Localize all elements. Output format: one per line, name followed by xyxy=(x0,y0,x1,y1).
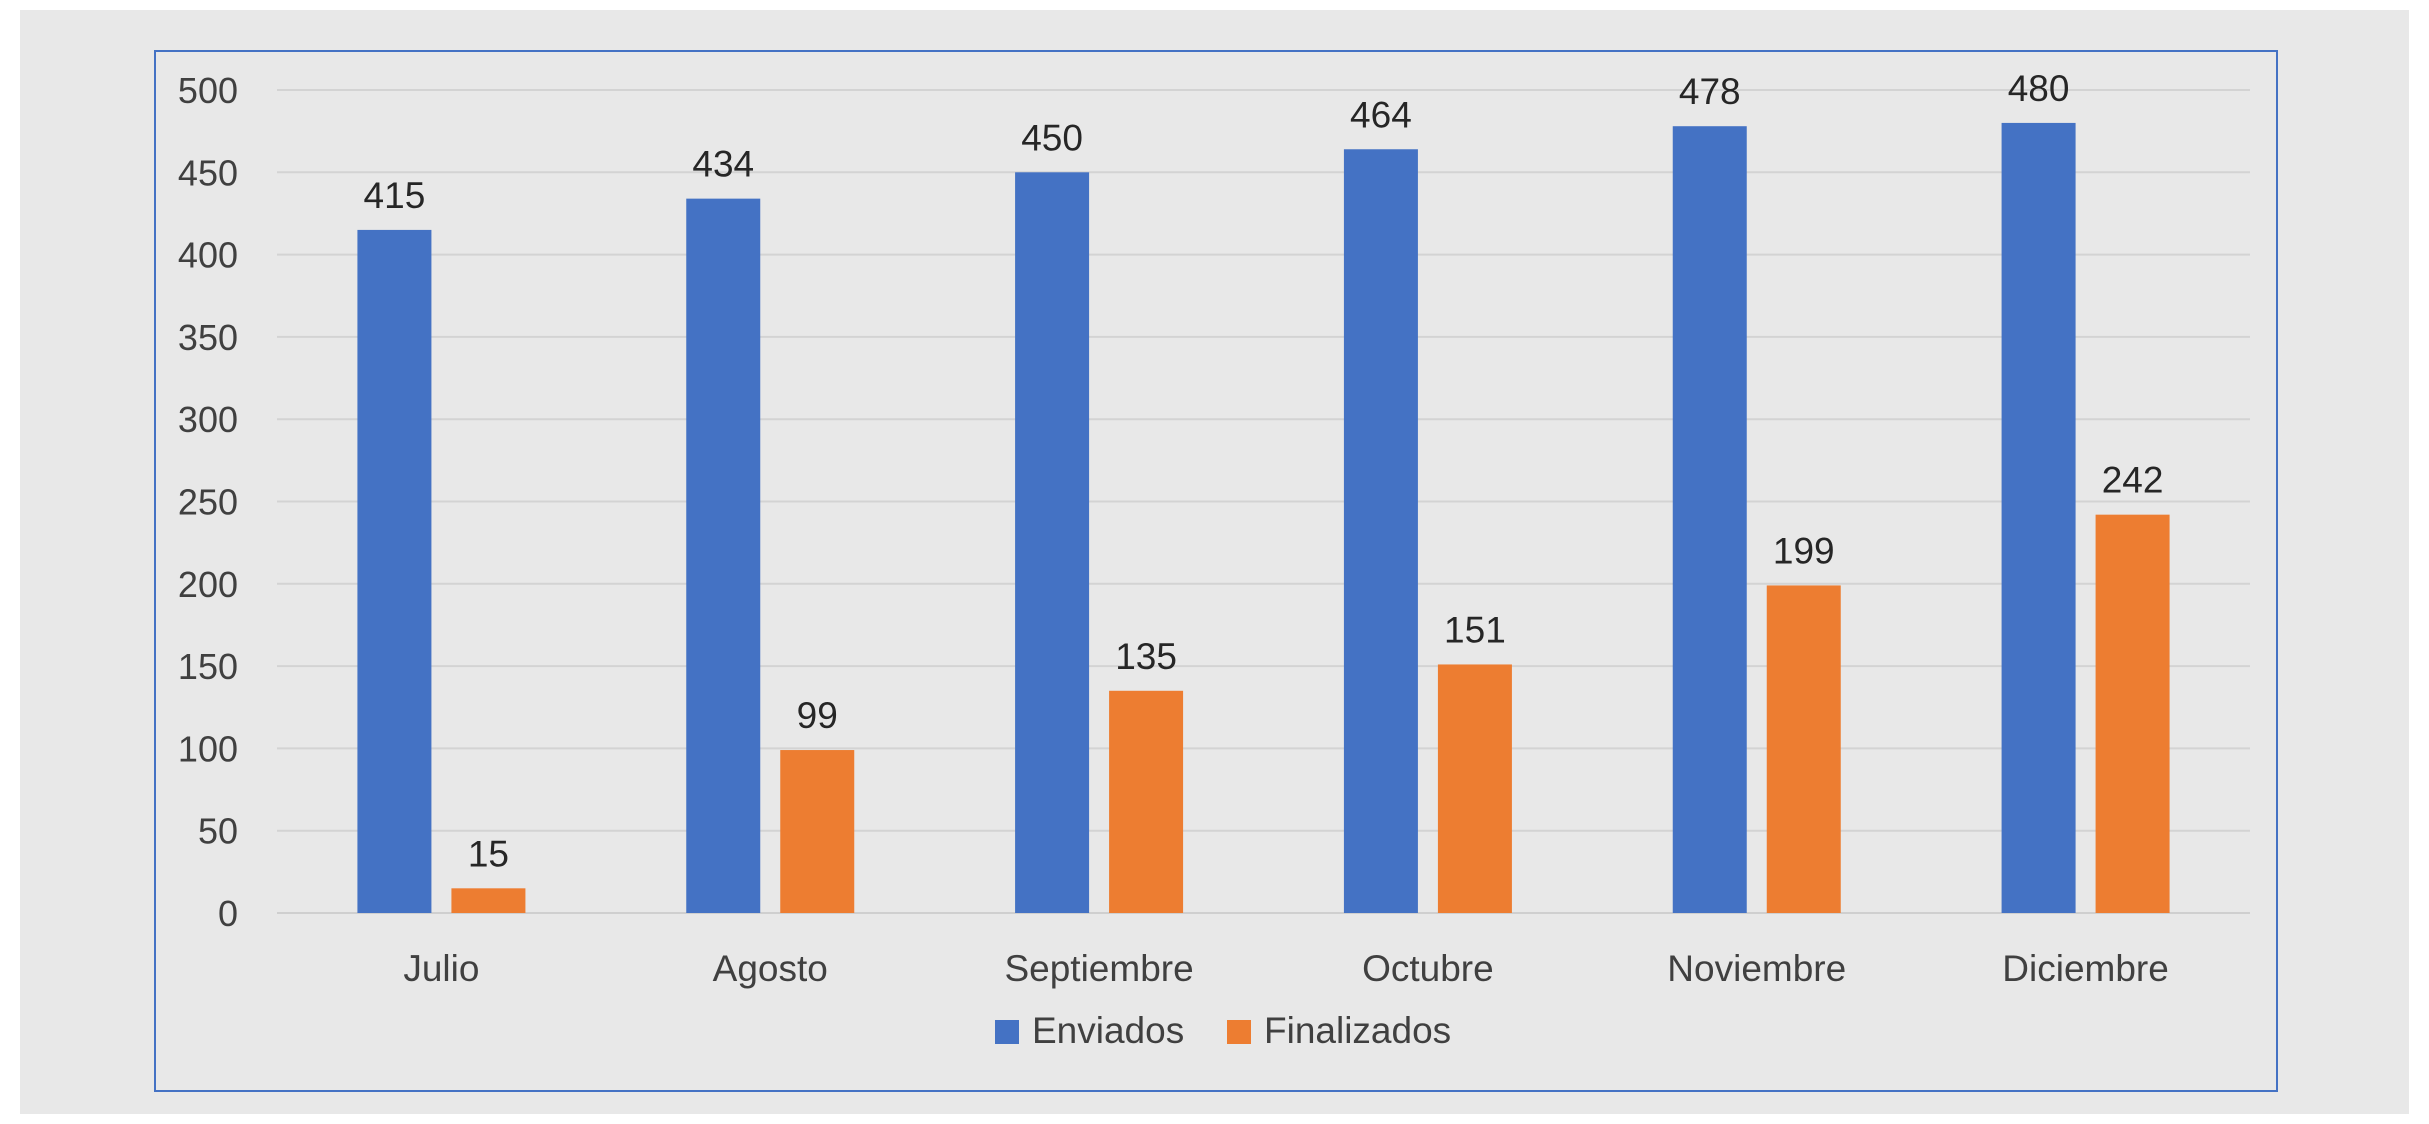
bar-enviados-diciembre xyxy=(2001,122,2076,914)
category-label: Noviembre xyxy=(1667,948,1846,989)
y-tick-label: 250 xyxy=(178,482,238,523)
data-label: 135 xyxy=(1115,636,1177,677)
data-label: 450 xyxy=(1021,117,1083,158)
bar-finalizados-septiembre xyxy=(1109,690,1184,913)
y-tick-label: 200 xyxy=(178,564,238,605)
data-label: 434 xyxy=(692,144,754,185)
category-label: Julio xyxy=(403,948,479,989)
data-label: 480 xyxy=(2008,68,2070,109)
bar-finalizados-agosto xyxy=(780,750,855,913)
legend: Enviados Finalizados xyxy=(995,1010,1451,1051)
y-axis-ticks: 0 50 100 150 200 250 300 350 400 450 500 xyxy=(178,70,238,934)
y-tick-label: 50 xyxy=(198,811,238,852)
data-label: 151 xyxy=(1444,609,1506,650)
bar-enviados-septiembre xyxy=(1015,172,1090,914)
legend-swatch-finalizados xyxy=(1227,1020,1251,1044)
x-axis-categories: Julio Agosto Septiembre Octubre Noviembre Dic… xyxy=(403,948,2168,989)
legend-swatch-enviados xyxy=(995,1020,1019,1044)
chart-frame xyxy=(154,50,2278,1092)
category-label: Agosto xyxy=(713,948,828,989)
data-label: 99 xyxy=(797,695,838,736)
bar-enviados-octubre xyxy=(1343,149,1418,914)
category-label: Octubre xyxy=(1362,948,1494,989)
y-tick-label: 400 xyxy=(178,235,238,276)
bar-enviados-julio xyxy=(357,229,432,913)
data-label: 199 xyxy=(1773,530,1835,571)
bar-finalizados-julio xyxy=(451,888,526,913)
bar-finalizados-noviembre xyxy=(1766,585,1841,913)
category-label: Diciembre xyxy=(2002,948,2169,989)
category-label: Septiembre xyxy=(1004,948,1193,989)
data-labels: 415 15 434 99 450 135 464 151 478 199 480 242 xyxy=(364,68,2164,874)
y-tick-label: 300 xyxy=(178,399,238,440)
y-tick-label: 350 xyxy=(178,317,238,358)
bar-finalizados-diciembre xyxy=(2095,514,2170,913)
data-label: 242 xyxy=(2102,460,2164,501)
legend-label-enviados: Enviados xyxy=(1032,1010,1184,1051)
gridlines xyxy=(277,89,2250,914)
data-label: 478 xyxy=(1679,71,1741,112)
y-tick-label: 0 xyxy=(218,893,238,934)
y-tick-label: 100 xyxy=(178,728,238,769)
data-label: 464 xyxy=(1350,94,1412,135)
legend-label-finalizados: Finalizados xyxy=(1264,1010,1451,1051)
y-tick-label: 150 xyxy=(178,646,238,687)
data-label: 15 xyxy=(468,833,509,874)
y-tick-label: 450 xyxy=(178,152,238,193)
y-tick-label: 500 xyxy=(178,70,238,111)
bar-enviados-noviembre xyxy=(1672,126,1747,914)
bars xyxy=(357,122,2170,914)
bar-enviados-agosto xyxy=(686,198,761,914)
bar-finalizados-octubre xyxy=(1437,664,1512,913)
data-label: 415 xyxy=(364,175,426,216)
